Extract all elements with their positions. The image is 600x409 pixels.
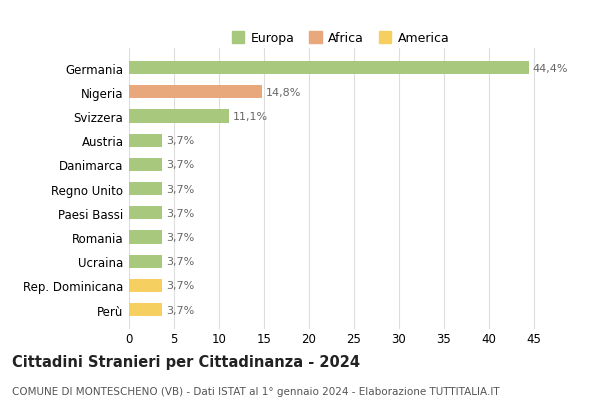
Bar [129, 279, 162, 292]
Text: 44,4%: 44,4% [532, 63, 568, 74]
Text: 14,8%: 14,8% [266, 88, 301, 98]
Bar [129, 182, 162, 196]
Text: 3,7%: 3,7% [166, 160, 194, 170]
Text: 3,7%: 3,7% [166, 256, 194, 267]
Text: Cittadini Stranieri per Cittadinanza - 2024: Cittadini Stranieri per Cittadinanza - 2… [12, 354, 360, 369]
Bar [129, 158, 162, 172]
Text: 3,7%: 3,7% [166, 136, 194, 146]
Text: 11,1%: 11,1% [233, 112, 268, 122]
Bar [129, 62, 529, 75]
Bar [129, 303, 162, 317]
Text: 3,7%: 3,7% [166, 281, 194, 291]
Bar [129, 231, 162, 244]
Bar [129, 110, 229, 124]
Text: COMUNE DI MONTESCHENO (VB) - Dati ISTAT al 1° gennaio 2024 - Elaborazione TUTTIT: COMUNE DI MONTESCHENO (VB) - Dati ISTAT … [12, 387, 500, 396]
Bar [129, 255, 162, 268]
Text: 3,7%: 3,7% [166, 305, 194, 315]
Text: 3,7%: 3,7% [166, 232, 194, 243]
Bar [129, 86, 262, 99]
Legend: Europa, Africa, America: Europa, Africa, America [227, 27, 454, 50]
Text: 3,7%: 3,7% [166, 208, 194, 218]
Text: 3,7%: 3,7% [166, 184, 194, 194]
Bar [129, 134, 162, 148]
Bar [129, 207, 162, 220]
